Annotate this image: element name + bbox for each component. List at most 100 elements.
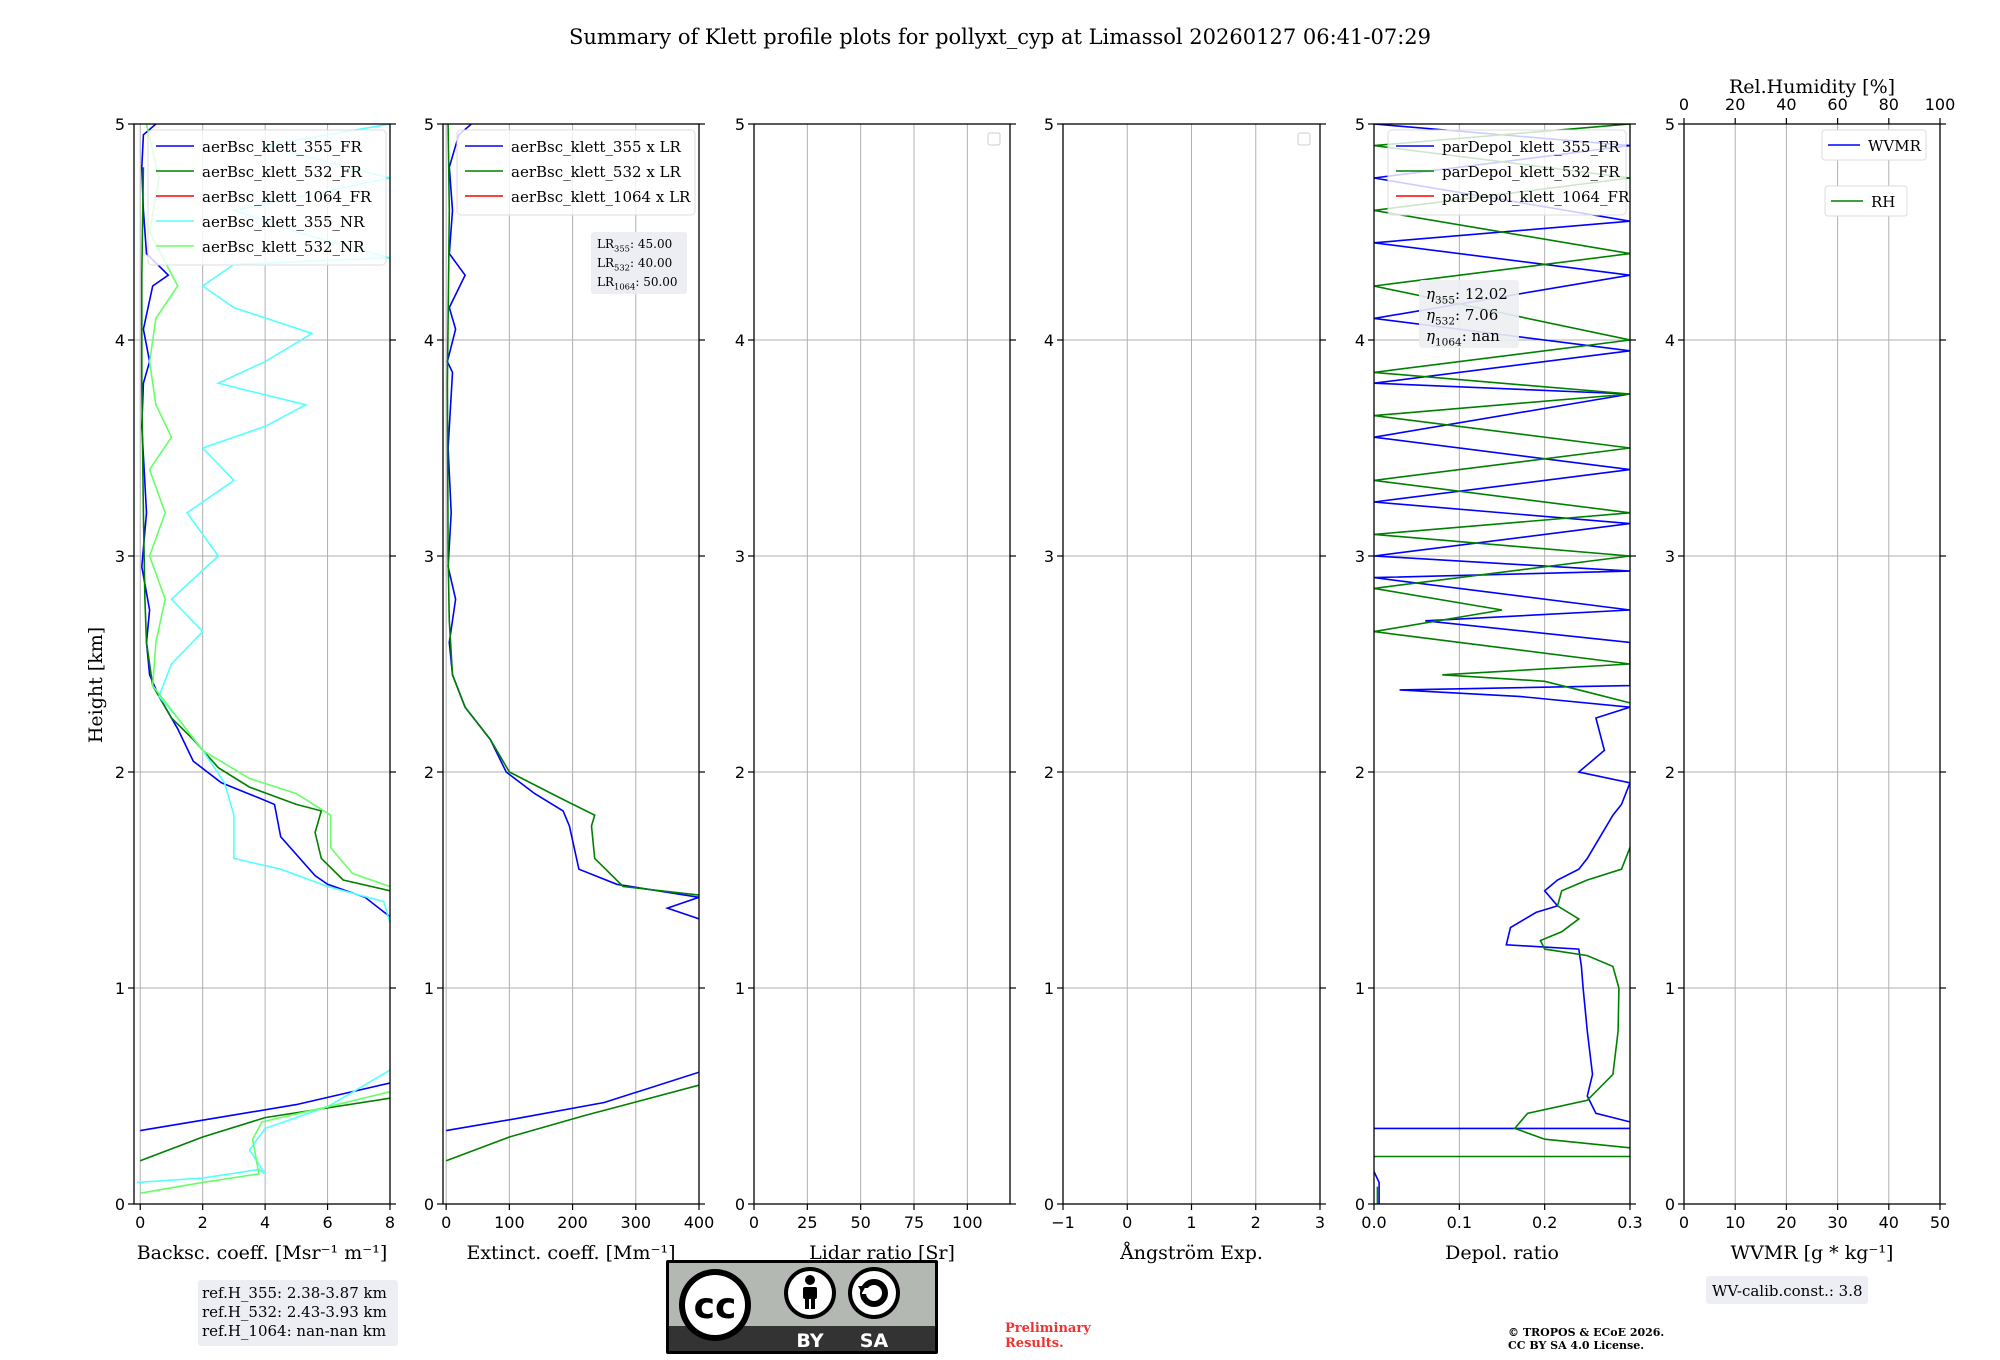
legend-box — [147, 129, 387, 266]
lr-annotation-box — [591, 232, 687, 294]
panel-lidar_ratio: 0 25 50 75 100 0 1 2 3 4 5 Lidar ratio [Sr] — [735, 115, 1016, 1264]
y-tick-label: 1 — [735, 979, 745, 998]
y-tick-label: 2 — [1665, 763, 1675, 782]
legend-label: parDepol_klett_532_FR — [1442, 163, 1620, 181]
legend-box — [1387, 129, 1627, 216]
legend-box — [456, 129, 696, 216]
legend-label: aerBsc_klett_355_NR — [202, 213, 365, 231]
y-tick-label: 5 — [1665, 115, 1675, 134]
x-tick-label: 0 — [749, 1213, 759, 1232]
x-tick-label: 2 — [1251, 1213, 1261, 1232]
legend-label: aerBsc_klett_532_FR — [202, 163, 362, 181]
eta-annotation-box — [1419, 280, 1519, 348]
x-tick-label: 50 — [1930, 1213, 1950, 1232]
y-tick-label: 3 — [735, 547, 745, 566]
y-tick-label: 1 — [115, 979, 125, 998]
x-tick-label: 0 — [1122, 1213, 1132, 1232]
cc-license-badge: cc BY SA — [666, 1260, 938, 1354]
axes-frame — [442, 123, 700, 1205]
axes-frame — [1062, 123, 1321, 1205]
y-tick-label: 5 — [735, 115, 745, 134]
eta-annotation-text: η532: 7.06 — [1426, 306, 1498, 328]
series-line-aerBsc_klett_355_NR — [158, 124, 390, 924]
wvmr-legend-label: WVMR — [1868, 137, 1922, 155]
axes-frame — [1683, 123, 1941, 1205]
y-tick-label: 1 — [1355, 979, 1365, 998]
series-line-aerBsc_klett_532_FR — [141, 167, 390, 892]
cc-icon-label: cc — [694, 1286, 737, 1327]
y-tick-label: 4 — [735, 331, 745, 350]
x-tick-label: 8 — [385, 1213, 395, 1232]
y-tick-label: 0 — [735, 1195, 745, 1214]
series-line-aerBsc_klett_355_NR — [137, 1069, 390, 1184]
top-axis-tick-label: 0 — [1679, 95, 1689, 114]
x-tick-label: 100 — [952, 1213, 983, 1232]
lr-annotation-text: LR1064: 50.00 — [597, 275, 678, 292]
ref-height-text: ref.H_1064: nan-nan km — [202, 1322, 386, 1340]
axes-frame — [133, 123, 391, 1205]
copyright-line-1: © TROPOS & ECoE 2026. — [1508, 1326, 1664, 1339]
x-tick-label: 25 — [797, 1213, 817, 1232]
empty-legend-box — [1297, 132, 1311, 146]
legend-label: aerBsc_klett_355_FR — [202, 138, 362, 156]
lr-annotation-text: LR355: 45.00 — [597, 237, 672, 254]
wv-calib-box — [1706, 1276, 1868, 1304]
x-axis-label: Extinct. coeff. [Mm⁻¹] — [466, 1242, 675, 1264]
top-axis-tick-label: 60 — [1827, 95, 1847, 114]
eta-annotation-text: η1064: nan — [1426, 327, 1500, 349]
x-tick-label: 6 — [322, 1213, 332, 1232]
y-tick-label: 2 — [1355, 763, 1365, 782]
wv-calib-text: WV-calib.const.: 3.8 — [1712, 1282, 1863, 1300]
y-tick-label: 0 — [1044, 1195, 1054, 1214]
y-tick-label: 2 — [1044, 763, 1054, 782]
x-tick-label: 200 — [557, 1213, 588, 1232]
series-line-aerBsc_klett_532_NR — [145, 124, 390, 888]
x-tick-label: 2 — [198, 1213, 208, 1232]
x-tick-label: 10 — [1725, 1213, 1745, 1232]
x-axis-label: Lidar ratio [Sr] — [809, 1242, 955, 1264]
x-tick-label: −1 — [1051, 1213, 1075, 1232]
legend-label: parDepol_klett_355_FR — [1442, 138, 1620, 156]
x-axis-label: Backsc. coeff. [Msr⁻¹ m⁻¹] — [137, 1242, 388, 1264]
y-tick-label: 3 — [1665, 547, 1675, 566]
legend-label: aerBsc_klett_355 x LR — [511, 138, 682, 156]
figure-title: Summary of Klett profile plots for polly… — [569, 25, 1431, 49]
y-tick-label: 2 — [735, 763, 745, 782]
x-tick-label: 0.2 — [1532, 1213, 1557, 1232]
x-tick-label: 0.3 — [1617, 1213, 1642, 1232]
preliminary-line-1: Preliminary — [1005, 1321, 1091, 1336]
panel-depol: 0.0 0.1 0.2 0.3 0 1 2 3 4 5 Depol. ratio parDepol_k… — [1355, 115, 1643, 1264]
legend-label: aerBsc_klett_1064_FR — [202, 188, 372, 206]
y-tick-label: 5 — [115, 115, 125, 134]
x-tick-label: 0.1 — [1447, 1213, 1472, 1232]
x-tick-label: 300 — [621, 1213, 652, 1232]
legend-label: aerBsc_klett_1064 x LR — [511, 188, 691, 206]
panel-wvmr: 0 10 20 30 40 50 0 1 2 3 4 5 WVMR [g * kg⁻¹] 0 20 40 60 8… — [1665, 76, 1955, 1304]
panel-extinction: 0 100 200 300 400 0 1 2 3 4 5 Extinct. coeff. [Mm⁻¹… — [424, 115, 714, 1264]
x-tick-label: 400 — [684, 1213, 715, 1232]
axes-frame — [1373, 123, 1631, 1205]
x-axis-label: Depol. ratio — [1445, 1242, 1559, 1264]
by-label: BY — [796, 1330, 823, 1352]
x-tick-label: 0 — [441, 1213, 451, 1232]
series-line-aerBsc_klett_355 x LR — [446, 1071, 699, 1132]
sa-label: SA — [860, 1330, 889, 1352]
legend-label: aerBsc_klett_532 x LR — [511, 163, 682, 181]
ref-height-box — [198, 1280, 398, 1346]
series-line-aerBsc_klett_355_FR — [140, 1082, 390, 1132]
rh-legend-box — [1824, 185, 1908, 217]
series-line-aerBsc_klett_532_FR — [139, 1097, 390, 1162]
series-line-aerBsc_klett_532 x LR — [445, 1084, 699, 1162]
y-tick-label: 0 — [115, 1195, 125, 1214]
y-tick-label: 4 — [424, 331, 434, 350]
x-tick-label: 3 — [1315, 1213, 1325, 1232]
y-axis-label: Height [km] — [85, 627, 107, 743]
ref-height-text: ref.H_355: 2.38-3.87 km — [202, 1284, 387, 1302]
top-axis-tick-label: 80 — [1879, 95, 1899, 114]
empty-legend-box — [987, 132, 1001, 146]
ref-height-text: ref.H_532: 2.43-3.93 km — [202, 1303, 387, 1321]
y-tick-label: 4 — [1355, 331, 1365, 350]
y-tick-label: 1 — [424, 979, 434, 998]
x-tick-label: 4 — [260, 1213, 270, 1232]
